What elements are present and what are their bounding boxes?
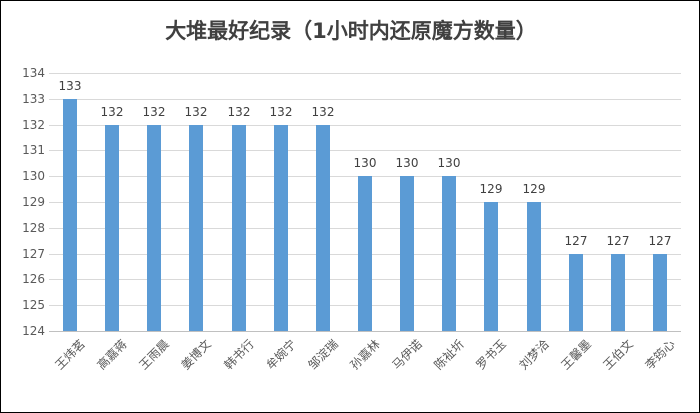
gridline xyxy=(49,150,681,151)
bar-value-label: 130 xyxy=(353,156,377,170)
bar xyxy=(274,125,288,331)
bar-value-label: 133 xyxy=(58,79,82,93)
bar-value-label: 132 xyxy=(227,105,251,119)
bar-value-label: 130 xyxy=(395,156,419,170)
bar xyxy=(147,125,161,331)
y-axis-tick-label: 125 xyxy=(22,298,45,312)
bar xyxy=(611,254,625,331)
bar xyxy=(316,125,330,331)
y-axis-tick-label: 130 xyxy=(22,169,45,183)
bar xyxy=(232,125,246,331)
bar xyxy=(63,99,77,331)
bar xyxy=(442,176,456,331)
bar-value-label: 127 xyxy=(606,234,630,248)
bar-value-label: 127 xyxy=(564,234,588,248)
y-axis-tick-label: 134 xyxy=(22,66,45,80)
bar-value-label: 132 xyxy=(269,105,293,119)
y-axis-tick-label: 129 xyxy=(22,195,45,209)
bar xyxy=(484,202,498,331)
bar xyxy=(400,176,414,331)
bar xyxy=(189,125,203,331)
bar-value-label: 127 xyxy=(648,234,672,248)
y-axis-tick-label: 127 xyxy=(22,247,45,261)
bar xyxy=(569,254,583,331)
y-axis-tick-label: 128 xyxy=(22,221,45,235)
y-axis-tick-label: 131 xyxy=(22,143,45,157)
x-axis-line xyxy=(49,331,681,332)
chart-title: 大堆最好纪录（1小时内还原魔方数量） xyxy=(165,19,537,43)
bar xyxy=(527,202,541,331)
bar-value-label: 129 xyxy=(522,182,546,196)
bar xyxy=(358,176,372,331)
y-axis-tick-label: 132 xyxy=(22,118,45,132)
bar xyxy=(653,254,667,331)
bar-value-label: 132 xyxy=(184,105,208,119)
y-axis-tick-label: 126 xyxy=(22,272,45,286)
gridline xyxy=(49,125,681,126)
bar-value-label: 132 xyxy=(142,105,166,119)
gridline xyxy=(49,99,681,100)
y-axis-tick-label: 133 xyxy=(22,92,45,106)
bar-value-label: 132 xyxy=(311,105,335,119)
bar-value-label: 132 xyxy=(100,105,124,119)
y-axis-tick-label: 124 xyxy=(22,324,45,338)
bar-value-label: 130 xyxy=(437,156,461,170)
bar-value-label: 129 xyxy=(479,182,503,196)
bar xyxy=(105,125,119,331)
gridline xyxy=(49,73,681,74)
